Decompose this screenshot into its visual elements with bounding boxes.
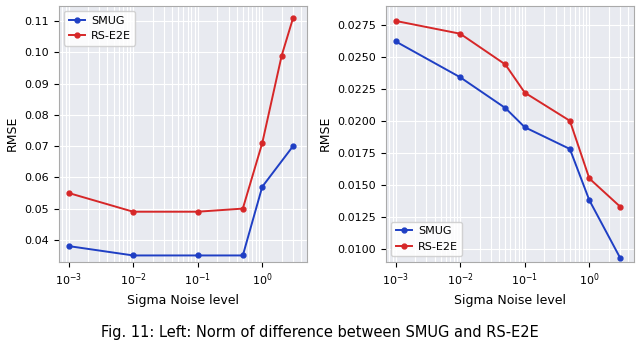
Y-axis label: RMSE: RMSE xyxy=(6,116,19,151)
RS-E2E xyxy=(278,54,285,58)
Line: RS-E2E: RS-E2E xyxy=(393,19,623,209)
SMUG xyxy=(566,147,573,151)
RS-E2E xyxy=(129,210,137,214)
RS-E2E xyxy=(502,62,509,67)
RS-E2E xyxy=(616,204,624,209)
Legend: SMUG, RS-E2E: SMUG, RS-E2E xyxy=(64,11,135,46)
X-axis label: Sigma Noise level: Sigma Noise level xyxy=(127,294,239,307)
SMUG xyxy=(65,244,72,248)
Line: SMUG: SMUG xyxy=(393,39,623,260)
Text: Fig. 11: Left: Norm of difference between SMUG and RS-E2E: Fig. 11: Left: Norm of difference betwee… xyxy=(101,324,539,340)
SMUG xyxy=(129,253,137,258)
X-axis label: Sigma Noise level: Sigma Noise level xyxy=(454,294,566,307)
SMUG xyxy=(289,144,297,148)
RS-E2E xyxy=(456,32,464,36)
Legend: SMUG, RS-E2E: SMUG, RS-E2E xyxy=(391,222,462,256)
RS-E2E xyxy=(65,191,72,195)
RS-E2E xyxy=(521,91,529,95)
Y-axis label: RMSE: RMSE xyxy=(319,116,332,151)
RS-E2E xyxy=(566,119,573,123)
SMUG xyxy=(194,253,202,258)
Line: SMUG: SMUG xyxy=(66,144,296,258)
SMUG xyxy=(586,198,593,202)
SMUG xyxy=(502,106,509,110)
RS-E2E xyxy=(586,176,593,180)
RS-E2E xyxy=(289,16,297,20)
RS-E2E xyxy=(392,19,399,23)
RS-E2E xyxy=(239,206,246,211)
Line: RS-E2E: RS-E2E xyxy=(66,16,296,214)
SMUG xyxy=(239,253,246,258)
SMUG xyxy=(456,75,464,79)
SMUG xyxy=(616,256,624,260)
RS-E2E xyxy=(194,210,202,214)
SMUG xyxy=(521,125,529,129)
SMUG xyxy=(259,185,266,189)
SMUG xyxy=(392,39,399,44)
RS-E2E xyxy=(259,141,266,145)
